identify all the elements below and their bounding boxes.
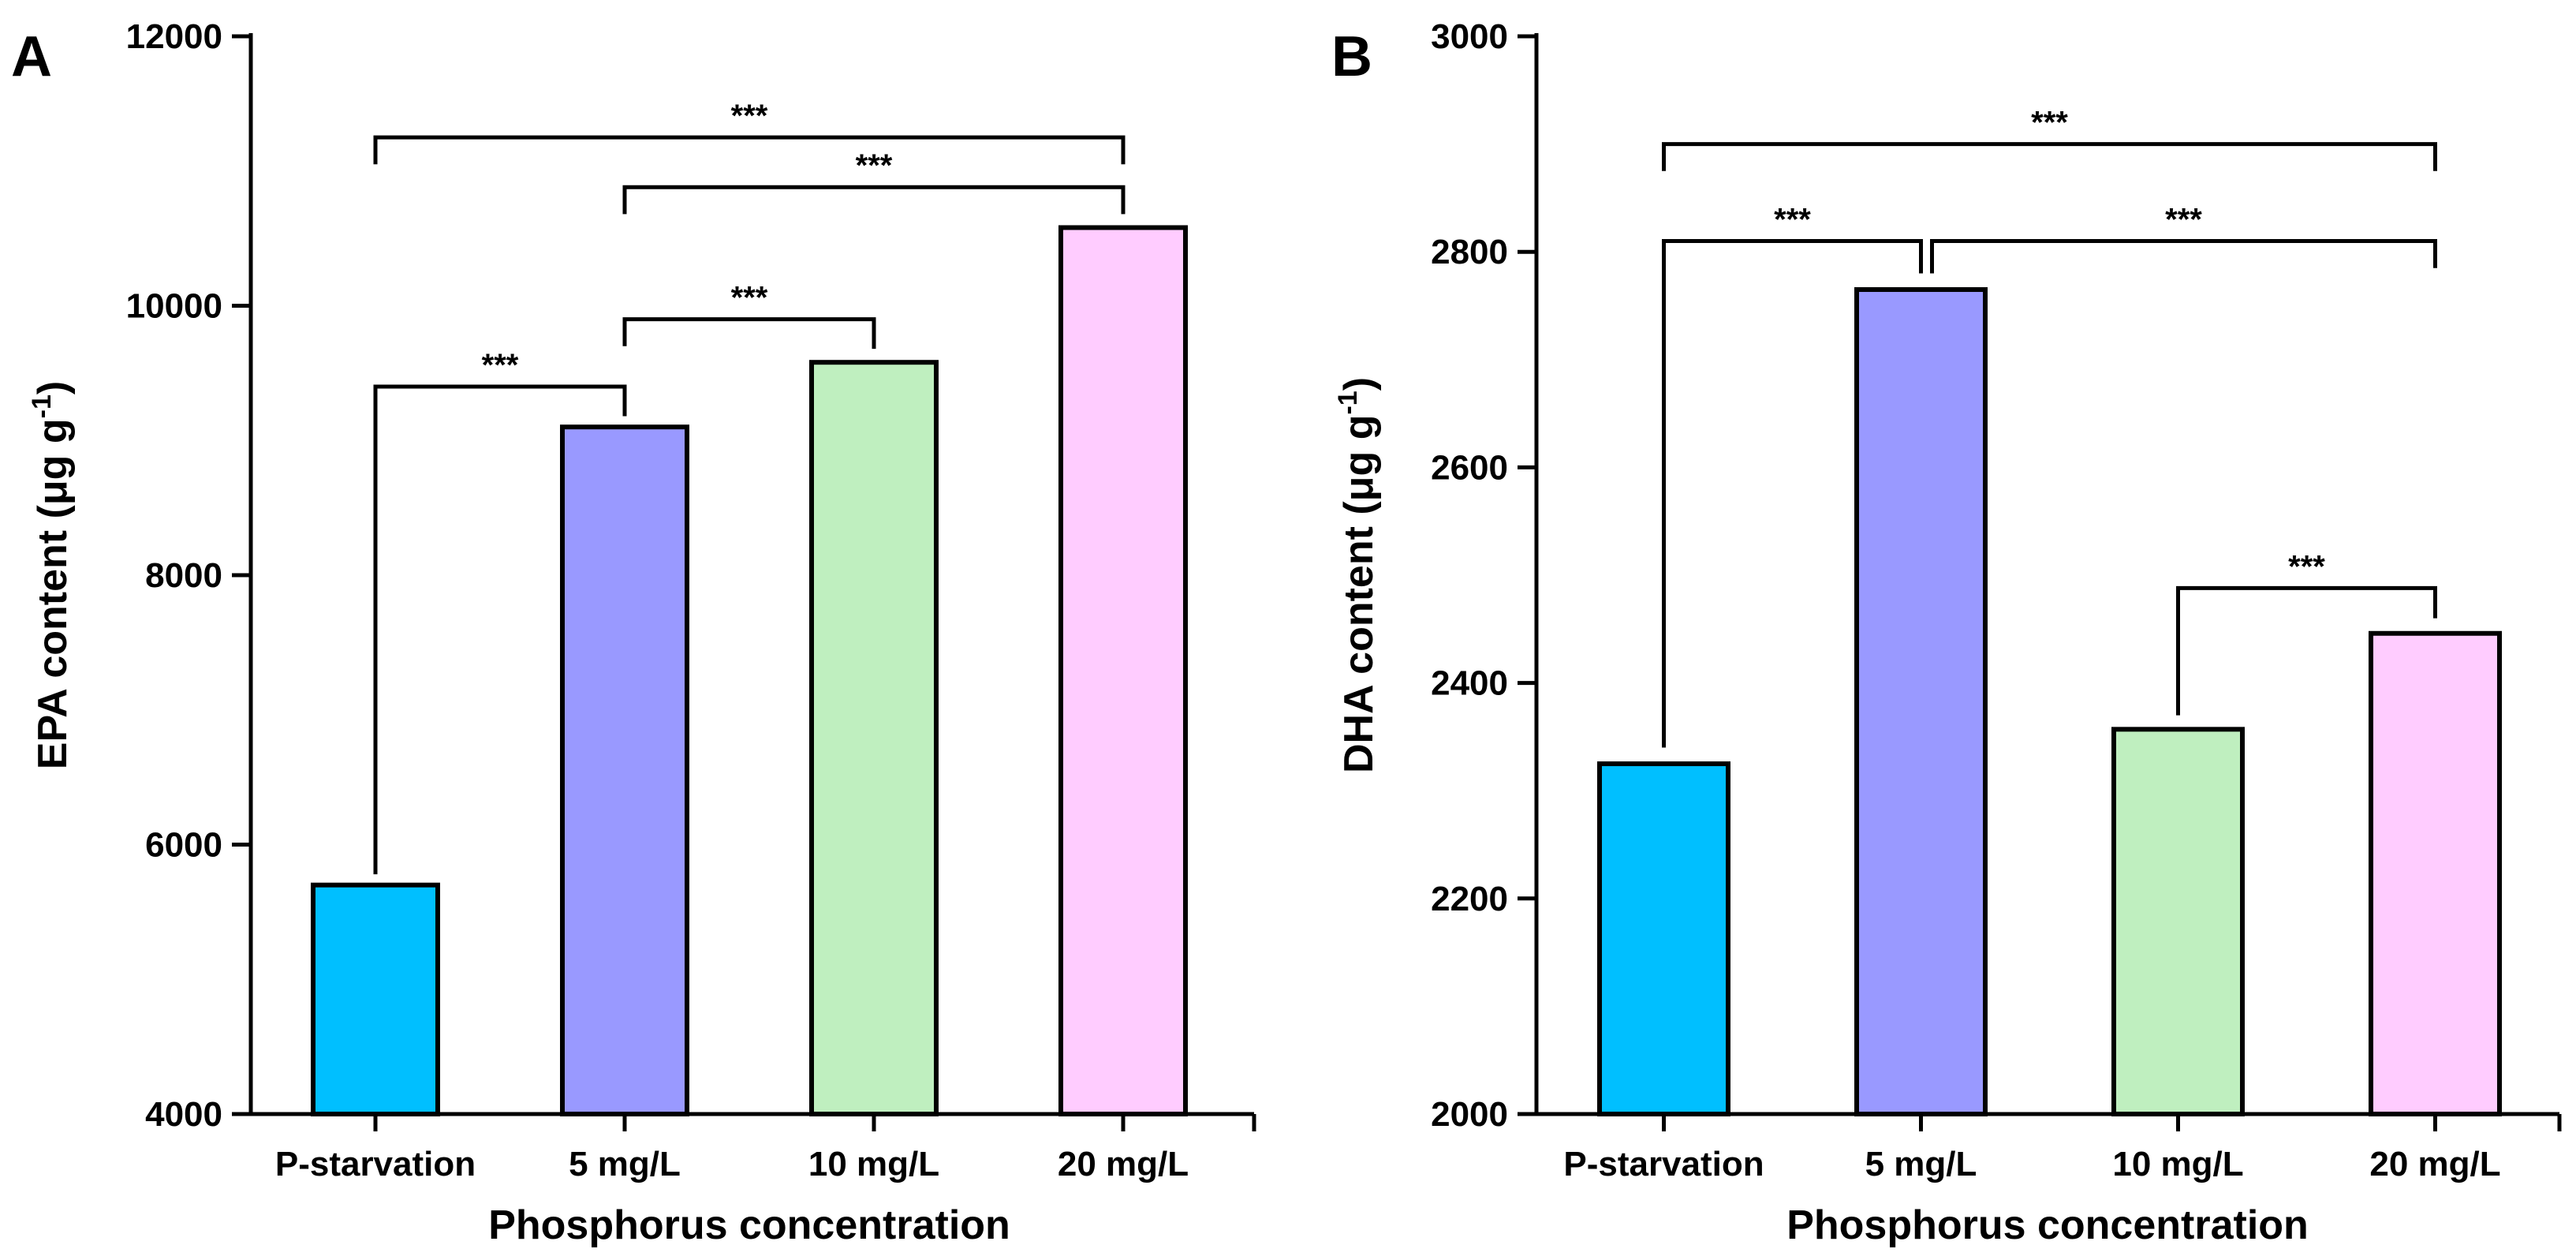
y-tick-label: 3000: [1431, 17, 1508, 56]
panel-letter: B: [1331, 25, 1372, 88]
significance-bracket: [1662, 239, 1923, 748]
significance-bracket: [373, 384, 627, 875]
x-tick-label: P-starvation: [275, 1145, 476, 1183]
significance-label: ***: [2031, 106, 2068, 140]
x-axis-title: Phosphorus concentration: [488, 1202, 1010, 1248]
panel-b: B 2000 2200 2400 2600 2800 3000 P-starvation 5 m…: [1331, 17, 2562, 1248]
bar: [2369, 630, 2502, 1116]
x-tick-label: 20 mg/L: [1058, 1145, 1189, 1183]
significance-bracket: [1662, 142, 2437, 171]
bar: [560, 424, 689, 1116]
x-tick-label: 10 mg/L: [808, 1145, 939, 1183]
bar: [311, 882, 440, 1116]
bar: [1058, 225, 1188, 1117]
significance-label: ***: [2165, 203, 2202, 237]
y-axis-title: DHA content (μg g-1): [1333, 377, 1382, 773]
significance-bracket: [373, 135, 1126, 165]
y-tick-label: 2200: [1431, 880, 1508, 918]
x-axis-title: Phosphorus concentration: [1786, 1202, 2309, 1248]
significance-bracket: [622, 185, 1126, 215]
y-tick-label: 4000: [145, 1095, 222, 1134]
significance-label: ***: [1774, 203, 1811, 237]
panel-letter: A: [11, 25, 52, 88]
bar: [1597, 761, 1730, 1116]
x-tick-label: 5 mg/L: [1865, 1145, 1977, 1183]
x-tick-label: 5 mg/L: [569, 1145, 681, 1183]
bar: [1854, 287, 1988, 1116]
y-tick-label: 6000: [145, 826, 222, 865]
y-tick-label: 12000: [126, 17, 222, 56]
significance-bracket: [1930, 239, 2437, 274]
significance-bracket: [2176, 585, 2437, 716]
y-axis-title: EPA content (μg g-1): [27, 381, 76, 769]
bar: [809, 360, 939, 1116]
y-tick-label: 2400: [1431, 664, 1508, 703]
x-tick-label: P-starvation: [1563, 1145, 1764, 1183]
significance-label: ***: [856, 148, 893, 183]
y-tick-label: 10000: [126, 287, 222, 326]
x-tick-label: 10 mg/L: [2112, 1145, 2243, 1183]
x-tick-label: 20 mg/L: [2369, 1145, 2500, 1183]
significance-label: ***: [731, 281, 768, 316]
y-tick-label: 2000: [1431, 1095, 1508, 1134]
significance-label: ***: [2288, 549, 2325, 584]
y-tick-label: 2800: [1431, 233, 1508, 271]
significance-label: ***: [731, 99, 768, 133]
significance-bracket: [622, 317, 876, 350]
y-tick-label: 8000: [145, 556, 222, 595]
panel-a: A 4000 6000 8000 10000 12000 P-starvation 5 mg/…: [11, 17, 1256, 1248]
significance-label: ***: [482, 348, 519, 383]
bar: [2111, 727, 2245, 1116]
y-tick-label: 2600: [1431, 448, 1508, 487]
